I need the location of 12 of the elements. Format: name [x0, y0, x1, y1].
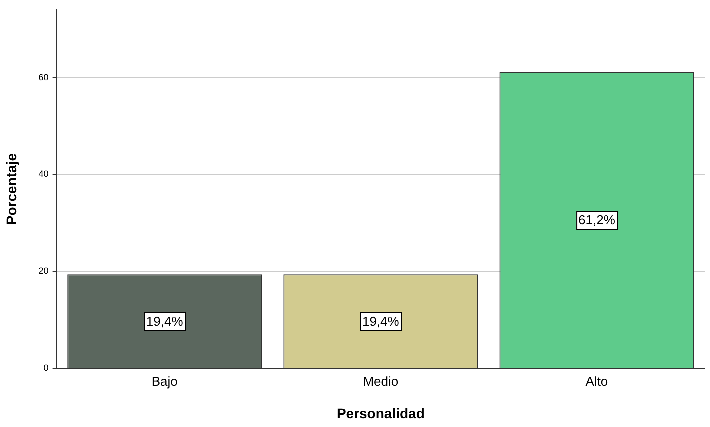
data-label: 19,4%: [362, 314, 400, 329]
data-label: 61,2%: [578, 212, 616, 228]
y-tick-label: 40: [38, 169, 49, 180]
x-tick-label: Bajo: [152, 374, 178, 389]
x-tick-label: Medio: [363, 374, 399, 389]
x-axis-title: Personalidad: [336, 405, 425, 422]
data-label: 19,4%: [146, 314, 184, 329]
y-tick-label: 60: [38, 72, 49, 82]
y-tick-label: 20: [38, 266, 49, 276]
x-tick-label: Alto: [586, 374, 608, 389]
y-axis-title: Porcentaje: [3, 153, 20, 226]
y-tick-label: 0: [44, 363, 49, 374]
